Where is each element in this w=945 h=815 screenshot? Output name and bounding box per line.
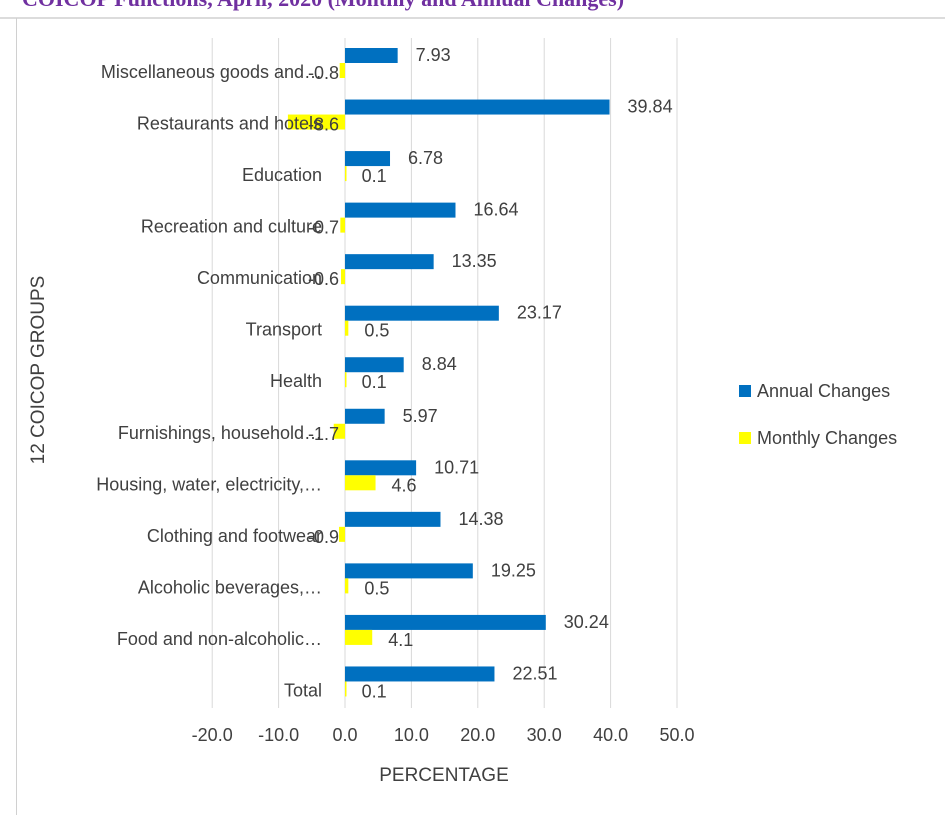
data-label-monthly: 4.1 xyxy=(388,630,413,650)
data-label-monthly: 4.6 xyxy=(392,475,417,495)
legend-swatch-annual xyxy=(739,385,751,397)
bar-annual xyxy=(345,151,391,167)
x-tick-label: 40.0 xyxy=(593,725,628,745)
chart-border-left xyxy=(16,18,17,815)
data-label-annual: 6.78 xyxy=(408,148,443,168)
data-label-monthly: -8.6 xyxy=(308,115,339,135)
x-tick-label: -20.0 xyxy=(192,725,233,745)
data-label-monthly: 0.1 xyxy=(362,372,387,392)
data-label-annual: 7.93 xyxy=(416,45,451,65)
data-label-annual: 19.25 xyxy=(491,560,536,580)
bar-annual xyxy=(345,511,441,527)
x-tick-label: 0.0 xyxy=(332,725,357,745)
data-label-annual: 8.84 xyxy=(422,354,457,374)
data-label-annual: 16.64 xyxy=(473,200,518,220)
category-label: Education xyxy=(242,165,322,185)
bar-annual xyxy=(345,202,456,218)
category-label: Restaurants and hotels xyxy=(137,114,322,134)
x-tick-label: 10.0 xyxy=(394,725,429,745)
y-axis-title: 12 COICOP GROUPS xyxy=(28,276,49,465)
legend-swatch-monthly xyxy=(739,432,751,444)
bar-annual xyxy=(345,666,495,682)
category-label: Furnishings, household… xyxy=(118,423,322,443)
data-label-annual: 14.38 xyxy=(458,509,503,529)
bar-annual xyxy=(345,563,473,579)
bar-monthly xyxy=(287,114,345,130)
bar-annual xyxy=(345,99,610,115)
bar-annual xyxy=(345,48,398,63)
data-label-annual: 30.24 xyxy=(564,612,609,632)
category-label: Total xyxy=(284,680,322,700)
category-labels: Total Food and non-alcoholic… Alcoholic be… xyxy=(96,62,322,700)
data-label-annual: 10.71 xyxy=(434,457,479,477)
bar-annual xyxy=(345,460,417,476)
category-label: Recreation and culture xyxy=(141,217,322,237)
x-tick-label: 30.0 xyxy=(527,725,562,745)
bar-annual xyxy=(345,254,434,270)
data-labels: 22.51 0.1 30.24 4.1 19.25 0.5 14.38 -0.9 10.71 4.… xyxy=(308,45,673,701)
bar-monthly xyxy=(345,166,347,182)
data-label-monthly: 0.1 xyxy=(362,166,387,186)
data-label-monthly: -1.7 xyxy=(308,424,339,444)
bar-monthly xyxy=(340,217,345,233)
bar-annual xyxy=(345,614,546,630)
data-label-monthly: 0.5 xyxy=(364,321,389,341)
data-label-monthly: 0.1 xyxy=(362,681,387,701)
bar-annual xyxy=(345,305,499,321)
bar-monthly xyxy=(339,526,345,542)
category-label: Transport xyxy=(246,320,322,340)
legend-label-monthly: Monthly Changes xyxy=(757,428,897,448)
data-label-monthly: -0.7 xyxy=(308,218,339,238)
data-label-annual: 23.17 xyxy=(517,303,562,323)
bar-monthly xyxy=(345,629,373,645)
bar-monthly xyxy=(341,269,345,285)
data-label-annual: 13.35 xyxy=(452,251,497,271)
category-label: Food and non-alcoholic… xyxy=(117,629,322,649)
bar-annual xyxy=(345,408,385,424)
bar-monthly xyxy=(345,320,349,336)
x-tick-label: -10.0 xyxy=(258,725,299,745)
data-label-monthly: -0.6 xyxy=(308,269,339,289)
bar-monthly xyxy=(345,372,347,388)
legend-label-annual: Annual Changes xyxy=(757,381,890,401)
bar-monthly xyxy=(333,423,345,439)
title-divider xyxy=(0,17,945,19)
bar-annual xyxy=(345,357,404,373)
category-label: Housing, water, electricity,… xyxy=(96,474,322,494)
bar-monthly xyxy=(345,475,376,491)
category-label: Communication xyxy=(197,268,322,288)
bar-monthly xyxy=(345,681,347,697)
category-label: Miscellaneous goods and… xyxy=(101,62,322,82)
data-label-annual: 5.97 xyxy=(403,406,438,426)
chart-title: COICOP Functions, April, 2020 (Monthly a… xyxy=(0,0,945,12)
data-label-annual: 22.51 xyxy=(512,663,557,683)
category-label: Health xyxy=(270,371,322,391)
x-tick-label: 20.0 xyxy=(460,725,495,745)
category-label: Alcoholic beverages,… xyxy=(138,577,322,597)
x-axis-title: PERCENTAGE xyxy=(379,765,509,786)
gridlines xyxy=(211,38,678,708)
data-label-monthly: 0.5 xyxy=(364,578,389,598)
bar-monthly xyxy=(339,63,345,78)
category-label: Clothing and footwear xyxy=(147,526,322,546)
data-label-annual: 39.84 xyxy=(628,97,673,117)
bars xyxy=(287,48,610,697)
legend: Annual Changes Monthly Changes xyxy=(739,381,897,448)
bar-monthly xyxy=(345,578,349,594)
x-tick-label: 50.0 xyxy=(659,725,694,745)
x-tick-labels: -20.0 -10.0 0.0 10.0 20.0 30.0 40.0 50.0 xyxy=(192,725,695,745)
data-label-monthly: -0.8 xyxy=(308,63,339,83)
data-label-monthly: -0.9 xyxy=(308,527,339,547)
